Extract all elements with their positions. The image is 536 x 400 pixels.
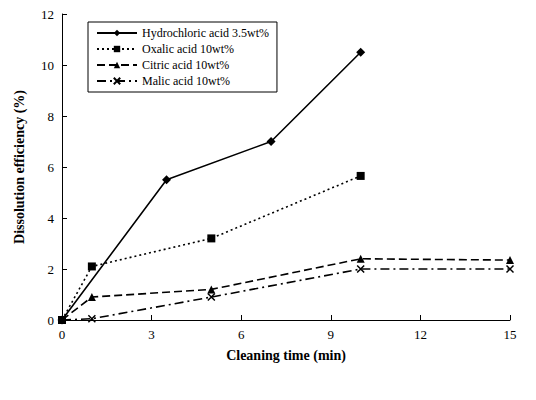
svg-text:Cleaning time (min): Cleaning time (min) (226, 348, 346, 364)
svg-text:Oxalic acid 10wt%: Oxalic acid 10wt% (142, 42, 234, 56)
svg-text:3: 3 (148, 327, 155, 342)
svg-text:15: 15 (504, 327, 517, 342)
svg-text:12: 12 (41, 7, 54, 22)
svg-text:10: 10 (41, 58, 54, 73)
svg-text:6: 6 (238, 327, 245, 342)
svg-text:Dissolution efficiency (%): Dissolution efficiency (%) (12, 90, 28, 244)
svg-text:0: 0 (48, 313, 55, 328)
svg-text:12: 12 (414, 327, 427, 342)
svg-text:Hydrochloric acid 3.5wt%: Hydrochloric acid 3.5wt% (142, 26, 269, 40)
svg-text:Malic acid 10wt%: Malic acid 10wt% (142, 74, 230, 88)
svg-text:4: 4 (48, 211, 55, 226)
svg-text:8: 8 (48, 109, 55, 124)
svg-text:2: 2 (48, 262, 55, 277)
svg-text:0: 0 (59, 327, 66, 342)
svg-text:Citric acid 10wt%: Citric acid 10wt% (142, 58, 229, 72)
svg-text:6: 6 (48, 160, 55, 175)
svg-text:9: 9 (328, 327, 335, 342)
